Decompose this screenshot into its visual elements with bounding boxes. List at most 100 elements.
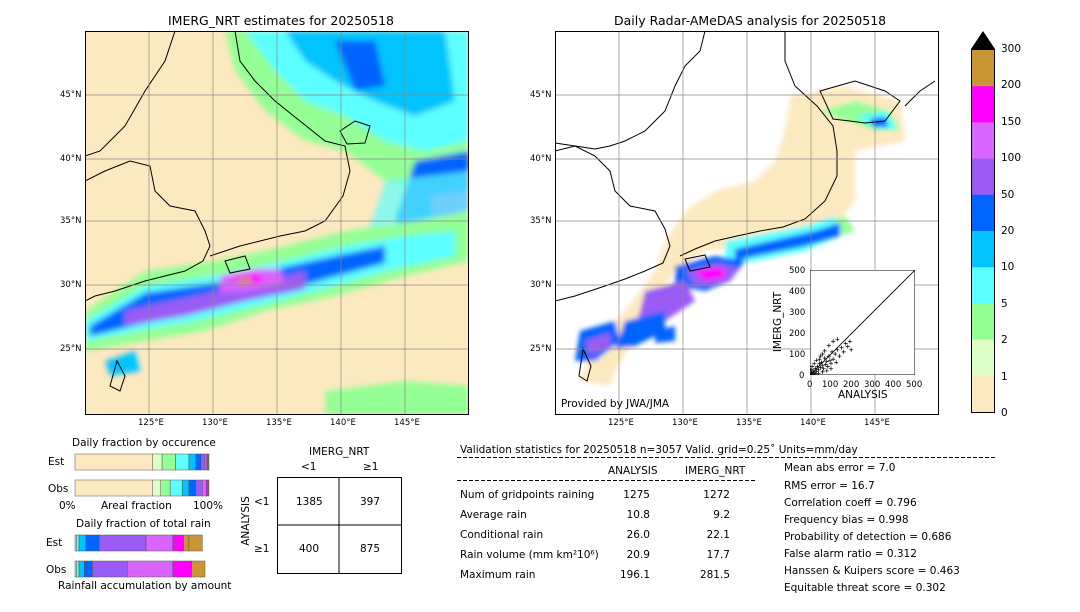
right-lon-label: 135°E: [736, 418, 762, 428]
scatter-point: [816, 367, 821, 372]
scatter-point: [825, 364, 830, 369]
scatter-points: [810, 337, 854, 375]
fraction-bar-segment: [200, 453, 206, 471]
fraction-bar-segment: [152, 479, 162, 497]
scatter-point: [811, 372, 816, 375]
fraction-bar-segment: [127, 560, 174, 578]
fraction-bar-segment: [206, 479, 209, 497]
colorbar-segment: [972, 50, 994, 87]
colorbar-segment: [972, 375, 994, 413]
scatter-point: [837, 354, 842, 359]
scatter-point: [833, 352, 838, 356]
colorbar-tick: 20: [1001, 225, 1015, 237]
scatter-point: [849, 347, 854, 352]
scatter-x-tick: 200: [843, 380, 860, 390]
contingency-col-ge: ≥1: [363, 461, 379, 473]
scatter-plot: [810, 270, 915, 375]
validation-col-imerg: IMERG_NRT: [685, 465, 746, 477]
colorbar-segment: [972, 158, 994, 196]
total-rain-row-obs: Obs: [46, 564, 67, 576]
right-map-coastlines: [555, 31, 936, 382]
contingency-row-header: ANALYSIS: [239, 496, 252, 546]
fraction-bar-segment: [98, 534, 147, 552]
scatter-y-tick: 400: [789, 287, 806, 297]
contingency-cell: 397: [360, 496, 381, 508]
scatter-x-tick: 400: [885, 380, 902, 390]
validation-row-imerg: 281.5: [699, 569, 730, 581]
scatter-point: [818, 354, 823, 359]
contingency-col-lt: <1: [301, 461, 317, 473]
colorbar-segment: [972, 267, 994, 304]
scatter-point: [841, 349, 846, 354]
scatter-point: [835, 347, 840, 352]
fraction-bar-segment: [152, 453, 163, 471]
scatter-point: [830, 349, 835, 354]
validation-row-analysis: 1275: [623, 489, 650, 501]
right-map-frame: [555, 31, 939, 415]
scatter-point: [826, 343, 831, 348]
colorbar-tick: 2: [1001, 334, 1008, 346]
colorbar-segment: [972, 339, 994, 377]
colorbar-tick: 300: [1001, 43, 1022, 55]
scatter-point: [831, 339, 836, 344]
validation-row-analysis: 196.1: [619, 569, 650, 581]
left-lon-label: 140°E: [330, 418, 356, 428]
validation-row-label: Rain volume (mm km²10⁶): [460, 549, 599, 561]
fraction-bar-segment: [195, 453, 202, 471]
validation-row-label: Num of gridpoints raining: [460, 489, 595, 501]
colorbar-tick: 0: [1001, 407, 1008, 419]
scatter-point: [814, 358, 819, 363]
occurrence-axis-right: 100%: [193, 500, 224, 512]
left-lon-label: 135°E: [266, 418, 292, 428]
right-map-rain-field: [575, 86, 905, 386]
occurrence-obs-bar: [74, 479, 210, 497]
right-lat-label: 35°N: [530, 216, 552, 226]
scatter-y-tick: 200: [789, 329, 806, 339]
scatter-point: [845, 344, 850, 349]
fraction-bar-segment: [181, 479, 190, 497]
scatter-point: [810, 367, 814, 372]
left-lon-label: 125°E: [138, 418, 164, 428]
validation-row-label: Average rain: [460, 509, 527, 521]
colorbar-tick: 50: [1001, 189, 1015, 201]
scatter-point: [827, 358, 832, 363]
scatter-point: [814, 369, 819, 374]
scatter-xlabel: ANALYSIS: [838, 389, 888, 401]
data-credit: Provided by JWA/JMA: [561, 398, 670, 410]
scatter-point: [834, 360, 839, 365]
fraction-bar-segment: [145, 534, 174, 552]
left-lat-label: 30°N: [60, 280, 82, 290]
left-map-coastlines: [85, 31, 371, 392]
scatter-x-tick: 0: [807, 380, 813, 390]
fraction-bar-segment: [161, 453, 176, 471]
left-lat-label: 40°N: [60, 154, 82, 164]
scatter-point: [819, 360, 824, 365]
contingency-row-lt: <1: [254, 496, 270, 508]
scatter-x-tick: 500: [906, 380, 923, 390]
scatter-point: [822, 356, 827, 361]
colorbar-segment: [972, 303, 994, 341]
score-line: Correlation coeff = 0.796: [784, 497, 917, 509]
right-lat-label: 40°N: [530, 154, 552, 164]
validation-row-imerg: 1272: [703, 489, 730, 501]
scatter-point: [822, 348, 827, 353]
left-lat-label: 45°N: [60, 90, 82, 100]
fraction-bar-segment: [74, 479, 153, 497]
validation-row-analysis: 20.9: [626, 549, 650, 561]
fraction-bar-segment: [202, 479, 207, 497]
left-map-frame: [85, 31, 469, 415]
contingency-grid: [277, 477, 402, 574]
validation-row-analysis: 26.0: [626, 529, 650, 541]
score-line: RMS error = 16.7: [784, 480, 875, 492]
colorbar-tick: 5: [1001, 298, 1008, 310]
validation-row-label: Conditional rain: [460, 529, 544, 541]
validation-dividers: [457, 457, 997, 481]
scatter-point: [829, 366, 833, 371]
scatter-point: [813, 371, 818, 375]
occurrence-title: Daily fraction by occurence: [72, 437, 216, 449]
fraction-bar-segment: [169, 479, 183, 497]
total-rain-row-est: Est: [46, 537, 63, 549]
scatter-point: [835, 337, 840, 342]
fraction-bar-segment: [76, 560, 80, 578]
scatter-point: [812, 361, 817, 366]
